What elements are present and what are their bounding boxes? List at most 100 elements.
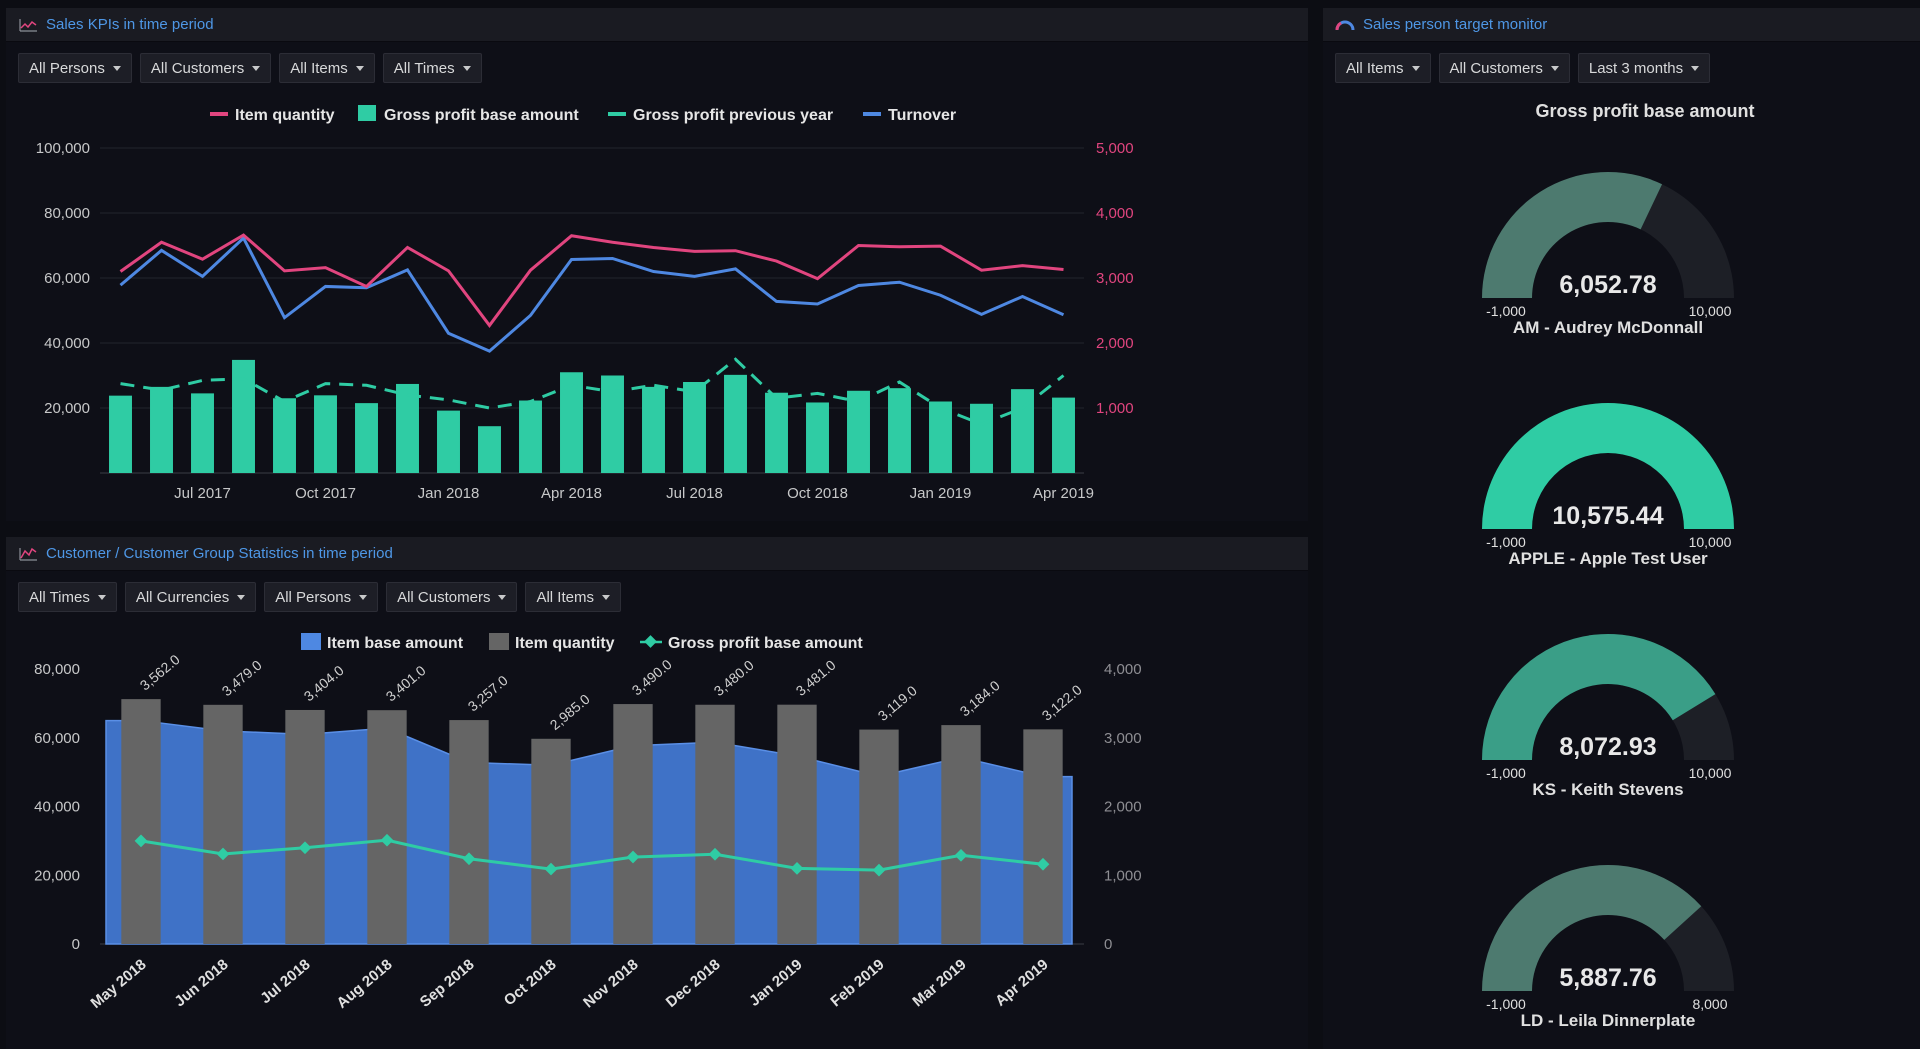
kpi-y-right-tick: 5,000 (1096, 140, 1134, 157)
filter-customers[interactable]: All Customers (139, 53, 272, 83)
legend-gross-profit[interactable]: Gross profit base amount (668, 635, 863, 652)
sales-kpi-title[interactable]: Sales KPIs in time period (46, 16, 214, 33)
gauge-value: 8,072.93 (1559, 733, 1656, 761)
customer-bar-item-quantity[interactable] (121, 699, 161, 944)
customer-x-tick: Dec 2018 (663, 956, 724, 1011)
customer-line-gross-profit[interactable] (140, 838, 1044, 872)
target-monitor-panel-header[interactable]: Sales person target monitor (1323, 8, 1920, 42)
kpi-bar-gross-profit[interactable] (232, 359, 255, 473)
filter-label: All Persons (29, 59, 105, 77)
kpi-bar-gross-profit[interactable] (191, 393, 214, 473)
kpi-bar-gross-profit[interactable] (355, 403, 378, 473)
kpi-y-right-tick: 3,000 (1096, 270, 1134, 287)
customer-x-tick: Nov 2018 (580, 956, 641, 1011)
target-monitor-title[interactable]: Sales person target monitor (1363, 16, 1548, 33)
filter-label: All Customers (1449, 59, 1543, 77)
gauge-3[interactable]: 8,072.93 -1,000 10,000 KS - Keith Stevens (1482, 634, 1734, 799)
kpi-bar-gross-profit[interactable] (314, 395, 337, 473)
customer-stats-panel-header[interactable]: Customer / Customer Group Statistics in … (6, 537, 1308, 571)
kpi-bar-gross-profit[interactable] (642, 386, 665, 473)
customer-x-tick: Apr 2019 (992, 956, 1051, 1010)
gauge-max: 10,000 (1689, 303, 1732, 319)
filter-persons[interactable]: All Persons (18, 53, 132, 83)
legend-item-base-amount[interactable]: Item base amount (327, 635, 464, 652)
kpi-bar-gross-profit[interactable] (765, 392, 788, 473)
filter-label: All Times (393, 59, 455, 77)
legend-item-quantity[interactable]: Item quantity (235, 107, 335, 124)
customer-stats-title[interactable]: Customer / Customer Group Statistics in … (46, 545, 393, 562)
filter-times[interactable]: All Times (382, 53, 482, 83)
filter-persons[interactable]: All Persons (264, 582, 379, 612)
chevron-down-icon (1550, 65, 1559, 71)
customer-x-tick: May 2018 (88, 956, 150, 1012)
customer-bar-item-quantity[interactable] (859, 729, 899, 944)
kpi-bar-gross-profit[interactable] (396, 383, 419, 473)
customer-bar-item-quantity[interactable] (285, 709, 325, 944)
target-monitor-panel: Sales person target monitor All Items Al… (1323, 8, 1920, 1049)
kpi-bar-gross-profit[interactable] (929, 401, 952, 474)
customer-bar-item-quantity[interactable] (777, 704, 817, 944)
customer-bar-item-quantity[interactable] (367, 710, 407, 944)
legend-swatch-item-quantity (489, 633, 509, 650)
gauge-area: Gross profit base amount 6,052.78-1,000 1… (1482, 101, 1755, 1030)
filter-label: All Items (1346, 59, 1404, 77)
kpi-bar-gross-profit[interactable] (150, 386, 173, 473)
line-chart-icon (19, 18, 37, 32)
customer-bar-item-quantity[interactable] (613, 704, 653, 944)
legend-turnover[interactable]: Turnover (888, 107, 956, 124)
gauge-max: 10,000 (1689, 765, 1732, 781)
kpi-bar-gross-profit[interactable] (519, 400, 542, 473)
kpi-x-tick: Jul 2017 (174, 485, 231, 502)
legend-gross-profit[interactable]: Gross profit base amount (384, 107, 579, 124)
customer-bar-item-quantity[interactable] (695, 704, 735, 944)
kpi-x-tick: Oct 2018 (787, 485, 848, 502)
kpi-bar-gross-profit[interactable] (560, 372, 583, 473)
filter-items[interactable]: All Items (525, 582, 621, 612)
customer-legend: Item base amount Item quantity Gross pro… (301, 633, 863, 652)
kpi-bar-gross-profit[interactable] (970, 403, 993, 473)
customer-x-tick: Mar 2019 (909, 956, 969, 1010)
customer-bar-label: 3,404.0 (301, 662, 347, 704)
kpi-bar-gross-profit[interactable] (1011, 389, 1034, 473)
kpi-bar-gross-profit[interactable] (601, 375, 624, 474)
filter-items[interactable]: All Items (279, 53, 375, 83)
kpi-bar-gross-profit[interactable] (724, 374, 747, 473)
kpi-line-gross-profit-prev[interactable] (120, 357, 1065, 426)
kpi-bar-gross-profit[interactable] (478, 426, 501, 473)
kpi-bar-gross-profit[interactable] (806, 402, 829, 473)
customer-area-item-base-amount[interactable] (105, 719, 1073, 945)
filter-items[interactable]: All Items (1335, 53, 1431, 83)
filter-times[interactable]: All Times (18, 582, 117, 612)
kpi-bar-gross-profit[interactable] (847, 390, 870, 473)
kpi-bar-gross-profit[interactable] (109, 395, 132, 473)
filter-customers[interactable]: All Customers (386, 582, 518, 612)
kpi-bar-gross-profit[interactable] (683, 382, 706, 473)
kpi-x-tick: Jul 2018 (666, 485, 723, 502)
filter-currencies[interactable]: All Currencies (124, 582, 257, 612)
customer-bar-item-quantity[interactable] (449, 720, 489, 944)
legend-item-quantity[interactable]: Item quantity (515, 635, 615, 652)
kpi-bar-gross-profit[interactable] (888, 388, 911, 473)
filter-customers[interactable]: All Customers (1438, 53, 1570, 83)
gauge-icon (1335, 20, 1355, 30)
sales-kpi-panel-header[interactable]: Sales KPIs in time period (6, 8, 1308, 42)
kpi-line-turnover[interactable] (119, 235, 1065, 353)
kpi-line-item-quantity[interactable] (119, 233, 1064, 328)
gauge-min: -1,000 (1486, 765, 1526, 781)
customer-bar-item-quantity[interactable] (941, 725, 981, 944)
customer-bar-item-quantity[interactable] (1023, 729, 1063, 944)
kpi-bar-gross-profit[interactable] (1052, 397, 1075, 473)
customer-bar-item-quantity[interactable] (203, 704, 243, 944)
chevron-down-icon (97, 594, 106, 600)
filter-period[interactable]: Last 3 months (1577, 53, 1711, 83)
kpi-bar-gross-profit[interactable] (437, 410, 460, 473)
kpi-bar-gross-profit[interactable] (273, 398, 296, 473)
legend-gross-profit-prev[interactable]: Gross profit previous year (633, 107, 833, 124)
gauge-min: -1,000 (1486, 996, 1526, 1012)
kpi-y-right-tick: 1,000 (1096, 400, 1134, 417)
customer-x-tick: Aug 2018 (334, 956, 396, 1012)
customer-bar-item-quantity[interactable] (531, 738, 571, 944)
